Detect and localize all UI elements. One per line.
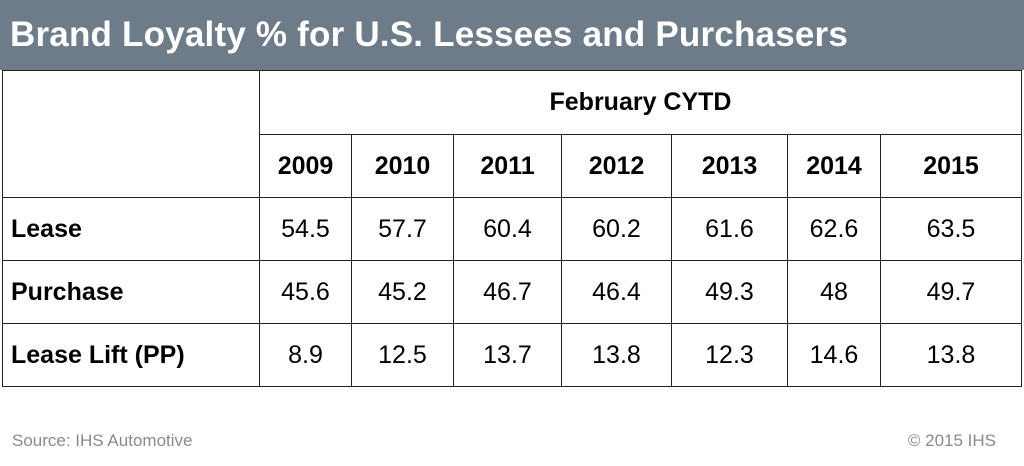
table-cell: 45.2 [351,260,454,324]
table-cell: 46.4 [561,260,672,324]
brand-loyalty-table: February CYTD 2009 2010 2011 2012 2013 2… [2,70,1022,387]
year-header: 2012 [561,134,672,198]
year-header: 2015 [880,134,1022,198]
table-cell: 13.7 [453,323,562,387]
table-cell: 45.6 [259,260,352,324]
row-label-lease: Lease [2,197,260,261]
period-header-row: February CYTD [2,70,1022,198]
table-cell: 62.6 [787,197,881,261]
table-cell: 49.7 [880,260,1022,324]
table-cell: 12.5 [351,323,454,387]
period-header: February CYTD [259,70,1022,135]
year-header: 2014 [787,134,881,198]
row-label-lease-lift: Lease Lift (PP) [2,323,260,387]
lease-row: Lease 54.5 57.7 60.4 60.2 61.6 62.6 63.5 [2,197,1022,261]
title-bar: Brand Loyalty % for U.S. Lessees and Pur… [0,0,1024,70]
table-cell: 63.5 [880,197,1022,261]
table-cell: 13.8 [561,323,672,387]
chart-title: Brand Loyalty % for U.S. Lessees and Pur… [10,15,849,54]
empty-corner-cell [2,70,260,198]
table-cell: 8.9 [259,323,352,387]
table-cell: 46.7 [453,260,562,324]
purchase-row: Purchase 45.6 45.2 46.7 46.4 49.3 48 49.… [2,260,1022,324]
table-cell: 48 [787,260,881,324]
table-cell: 54.5 [259,197,352,261]
table-cell: 60.4 [453,197,562,261]
row-label-purchase: Purchase [2,260,260,324]
table-cell: 57.7 [351,197,454,261]
table-cell: 13.8 [880,323,1022,387]
table-cell: 14.6 [787,323,881,387]
table-cell: 12.3 [671,323,788,387]
year-header: 2013 [671,134,788,198]
table-cell: 49.3 [671,260,788,324]
year-header: 2010 [351,134,454,198]
table-cell: 61.6 [671,197,788,261]
year-header: 2009 [259,134,352,198]
lease-lift-row: Lease Lift (PP) 8.9 12.5 13.7 13.8 12.3 … [2,323,1022,387]
year-header: 2011 [453,134,562,198]
source-note: Source: IHS Automotive [12,431,193,450]
copyright-note: © 2015 IHS [907,431,996,450]
table-cell: 60.2 [561,197,672,261]
